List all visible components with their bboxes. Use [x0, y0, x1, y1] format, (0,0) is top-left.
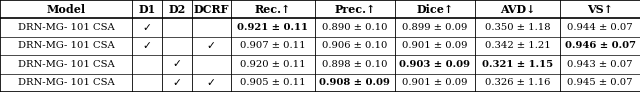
- Text: 0.921 ± 0.11: 0.921 ± 0.11: [237, 23, 308, 32]
- Text: DRN-MG- 101 CSA: DRN-MG- 101 CSA: [17, 23, 115, 32]
- Text: 0.350 ± 1.18: 0.350 ± 1.18: [484, 23, 550, 32]
- Text: 0.899 ± 0.09: 0.899 ± 0.09: [402, 23, 467, 32]
- Text: ✓: ✓: [142, 23, 151, 33]
- Text: 0.905 ± 0.11: 0.905 ± 0.11: [240, 78, 306, 87]
- Text: ✓: ✓: [207, 78, 216, 88]
- Text: 0.901 ± 0.09: 0.901 ± 0.09: [402, 78, 467, 87]
- Text: 0.943 ± 0.07: 0.943 ± 0.07: [567, 60, 633, 69]
- Text: 0.944 ± 0.07: 0.944 ± 0.07: [567, 23, 633, 32]
- Text: 0.326 ± 1.16: 0.326 ± 1.16: [484, 78, 550, 87]
- Text: 0.901 ± 0.09: 0.901 ± 0.09: [402, 41, 467, 51]
- Text: Model: Model: [46, 4, 86, 15]
- Text: 0.903 ± 0.09: 0.903 ± 0.09: [399, 60, 470, 69]
- Text: 0.945 ± 0.07: 0.945 ± 0.07: [567, 78, 633, 87]
- Text: VS↑: VS↑: [587, 4, 613, 15]
- Text: 0.908 ± 0.09: 0.908 ± 0.09: [319, 78, 390, 87]
- Text: D1: D1: [138, 4, 156, 15]
- Text: DRN-MG- 101 CSA: DRN-MG- 101 CSA: [17, 78, 115, 87]
- Text: AVD↓: AVD↓: [500, 4, 535, 15]
- Text: DCRF: DCRF: [193, 4, 229, 15]
- Text: 0.342 ± 1.21: 0.342 ± 1.21: [484, 41, 550, 51]
- Text: Rec.↑: Rec.↑: [255, 4, 291, 15]
- Text: 0.946 ± 0.07: 0.946 ± 0.07: [564, 41, 636, 51]
- Text: ✓: ✓: [172, 78, 181, 88]
- Text: ✓: ✓: [207, 41, 216, 51]
- Text: ✓: ✓: [142, 41, 151, 51]
- Text: D2: D2: [168, 4, 186, 15]
- Text: ✓: ✓: [172, 59, 181, 69]
- Text: DRN-MG- 101 CSA: DRN-MG- 101 CSA: [17, 41, 115, 51]
- Text: Dice↑: Dice↑: [416, 4, 453, 15]
- Text: Prec.↑: Prec.↑: [334, 4, 376, 15]
- Text: 0.890 ± 0.10: 0.890 ± 0.10: [322, 23, 388, 32]
- Text: 0.898 ± 0.10: 0.898 ± 0.10: [322, 60, 388, 69]
- Text: 0.920 ± 0.11: 0.920 ± 0.11: [240, 60, 306, 69]
- Text: 0.906 ± 0.10: 0.906 ± 0.10: [322, 41, 388, 51]
- Text: DRN-MG- 101 CSA: DRN-MG- 101 CSA: [17, 60, 115, 69]
- Text: 0.907 ± 0.11: 0.907 ± 0.11: [240, 41, 306, 51]
- Text: 0.321 ± 1.15: 0.321 ± 1.15: [482, 60, 553, 69]
